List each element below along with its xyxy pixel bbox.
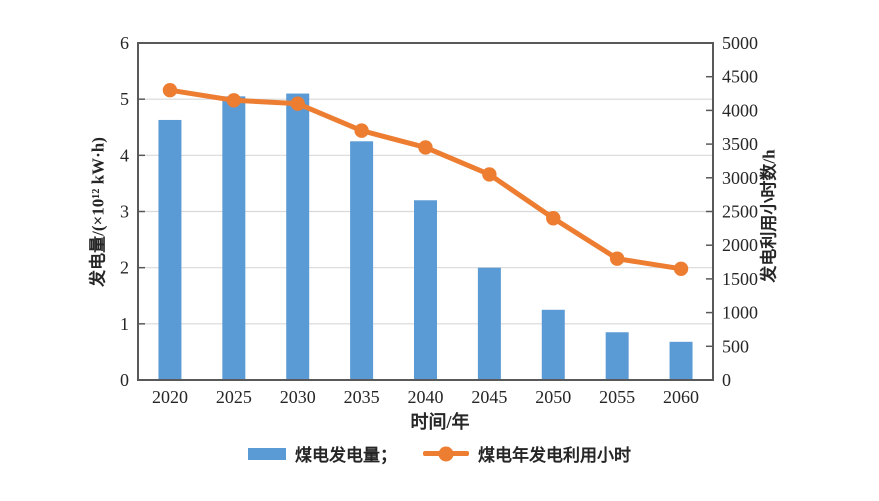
bar-2020 (158, 119, 182, 380)
bar-2030 (286, 93, 310, 381)
right-tick-label: 4000 (722, 100, 758, 120)
left-tick-label: 2 (120, 258, 129, 278)
x-tick-label: 2025 (216, 387, 252, 407)
y-axis-title-left: 发电量/(×10¹² kW·h) (88, 137, 108, 287)
legend-item-utilization-hours: 煤电年发电利用小时 (423, 441, 631, 466)
x-tick-label: 2045 (471, 387, 507, 407)
x-tick-label: 2050 (535, 387, 571, 407)
line-marker-2020 (162, 82, 178, 98)
right-tick-label: 2500 (722, 202, 758, 222)
legend-item-coal-generation: 煤电发电量； (248, 441, 397, 466)
left-tick-label: 5 (120, 89, 129, 109)
x-tick-label: 2055 (599, 387, 635, 407)
right-tick-label: 0 (722, 370, 731, 390)
left-tick-label: 3 (120, 202, 129, 222)
right-tick-label: 4500 (722, 67, 758, 87)
left-tick-label: 0 (120, 370, 129, 390)
bar-2040 (414, 200, 437, 380)
right-tick-label: 3000 (722, 168, 758, 188)
line-marker-2045 (482, 167, 497, 182)
line-marker-2050 (546, 211, 561, 226)
right-tick-label: 1000 (722, 303, 758, 323)
bar-2025 (222, 96, 246, 380)
x-tick-label: 2030 (280, 387, 316, 407)
line-marker-dot-icon (438, 446, 454, 461)
left-tick-label: 1 (120, 314, 129, 334)
x-axis-title: 时间/年 (410, 412, 470, 432)
x-tick-label: 2060 (663, 387, 699, 407)
line-marker-2035 (354, 123, 369, 138)
line-marker-2025 (226, 93, 242, 108)
right-tick-label: 2000 (722, 235, 758, 255)
legend: 煤电发电量； 煤电年发电利用小时 (0, 441, 879, 466)
right-tick-label: 1500 (722, 269, 758, 289)
line-marker-2055 (609, 251, 625, 266)
legend-label-coal-generation: 煤电发电量； (295, 446, 397, 465)
bar-2035 (350, 141, 374, 380)
bar-swatch-icon (248, 447, 286, 460)
line-marker-2040 (418, 140, 433, 155)
legend-label-utilization-hours: 煤电年发电利用小时 (478, 446, 631, 465)
line-marker-2060 (673, 261, 689, 276)
right-tick-label: 3500 (722, 134, 758, 154)
x-tick-label: 2035 (344, 387, 380, 407)
right-tick-label: 5000 (722, 33, 758, 53)
left-tick-label: 4 (120, 145, 129, 165)
bar-2055 (605, 332, 629, 380)
line-marker-swatch-icon (423, 446, 469, 461)
bar-2060 (669, 341, 693, 380)
bar-2045 (477, 267, 501, 380)
left-tick-label: 6 (120, 33, 129, 53)
bar-2050 (541, 309, 565, 380)
x-tick-label: 2020 (152, 387, 188, 407)
line-marker-2030 (290, 96, 305, 111)
right-tick-label: 500 (722, 336, 749, 356)
y-axis-title-right: 发电利用小时数/h (759, 149, 779, 283)
x-tick-label: 2040 (408, 387, 444, 407)
